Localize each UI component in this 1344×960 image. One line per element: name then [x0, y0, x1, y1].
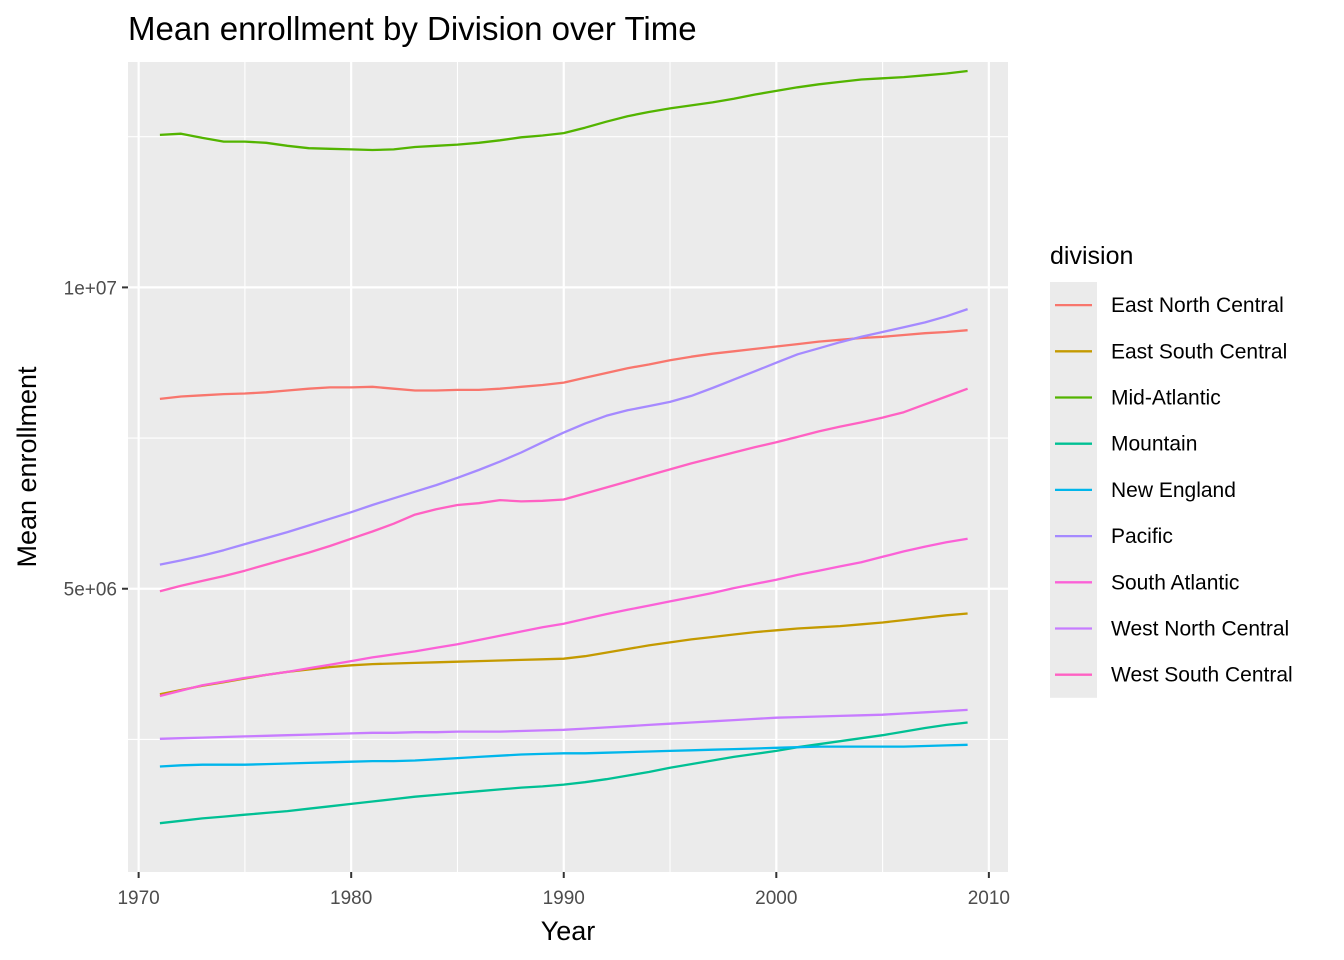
series-lines [159, 69, 968, 825]
y-tick-label: 5e+06 [64, 580, 117, 601]
y-tick-label: 1e+07 [64, 278, 117, 299]
plot-panel [128, 62, 1008, 872]
grid-major [128, 62, 1008, 872]
legend-label-mountain: Mountain [1111, 433, 1197, 456]
series-line-mid-atlantic [159, 69, 968, 152]
series-line-south-atlantic [159, 537, 968, 698]
legend-label-west-north-central: West North Central [1111, 618, 1289, 641]
legend-label-west-south-central: West South Central [1111, 664, 1293, 687]
series-line-new-england [159, 743, 968, 768]
legend-label-south-atlantic: South Atlantic [1111, 571, 1239, 594]
series-line-east-north-central [159, 329, 968, 401]
x-axis-title: Year [541, 916, 596, 946]
legend-label-mid-atlantic: Mid-Atlantic [1111, 387, 1221, 410]
legend-title: division [1050, 242, 1133, 270]
series-line-west-south-central [159, 387, 968, 593]
series-line-pacific [159, 308, 968, 566]
legend-label-east-south-central: East South Central [1111, 340, 1287, 363]
x-tick-label: 2010 [968, 888, 1010, 909]
series-line-west-north-central [159, 708, 968, 740]
x-tick-label: 1990 [543, 888, 585, 909]
series-line-mountain [159, 721, 968, 825]
legend-label-new-england: New England [1111, 479, 1236, 502]
legend-label-pacific: Pacific [1111, 525, 1173, 548]
grid-minor [128, 62, 1008, 872]
x-tick-label: 1980 [330, 888, 372, 909]
x-tick-label: 1970 [117, 888, 159, 909]
chart-title: Mean enrollment by Division over Time [128, 10, 697, 47]
tick-labels: 1970 1980 1990 2000 2010 5e+06 1e+07 [64, 278, 1010, 909]
legend-label-east-north-central: East North Central [1111, 294, 1284, 317]
y-axis-title: Mean enrollment [12, 366, 42, 568]
axis-ticks [122, 286, 990, 878]
legend: division East North Central East South Ce… [1050, 242, 1293, 698]
x-tick-label: 2000 [755, 888, 797, 909]
legend-items: East North Central East South Central Mid-… [1050, 282, 1293, 698]
